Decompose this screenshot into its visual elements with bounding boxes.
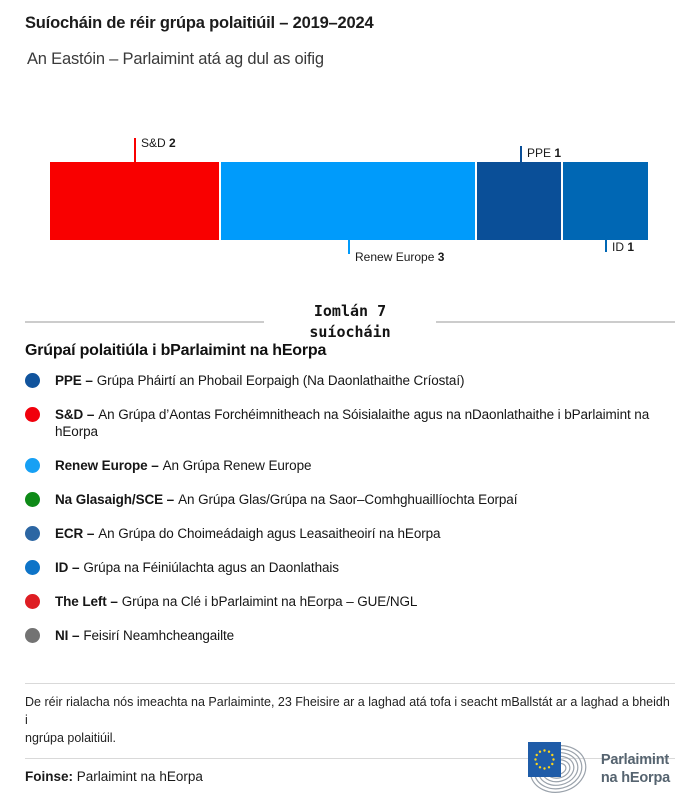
tick-mark-ppe: [520, 146, 522, 162]
legend-color-dot-na-glasaigh-sce: [25, 492, 40, 507]
footnote: De réir rialacha nós imeachta na Parlaim…: [25, 683, 675, 759]
legend-text-na-glasaigh-sce: Na Glasaigh/SCE – An Grúpa Glas/Grúpa na …: [55, 492, 518, 507]
bar-callout-renew-europe: Renew Europe 3: [348, 240, 444, 264]
legend-text-the-left: The Left – Grúpa na Clé i bParlaimint na …: [55, 594, 418, 609]
legend-text-id: ID – Grúpa na Féiniúlachta agus an Daonla…: [55, 560, 339, 575]
legend-color-dot-s-d: [25, 407, 40, 422]
page-title: Suíocháin de réir grúpa polaitiúil – 201…: [25, 14, 374, 32]
total-seats-label: Iomlán 7 suíocháin: [302, 301, 398, 343]
hemicycle-icon: [527, 742, 594, 796]
bar-callout-text-id: ID 1: [612, 240, 635, 254]
legend-text-ppe: PPE – Grúpa Pháirtí an Phobail Eorpaigh (…: [55, 373, 465, 388]
legend-row-the-left: The Left – Grúpa na Clé i bParlaimint na …: [25, 593, 673, 610]
footnote-line1: De réir rialacha nós imeachta na Parlaim…: [25, 695, 670, 727]
legend-row-ni: NI – Feisirí Neamhcheangailte: [25, 627, 673, 644]
source-line: Foinse: Parlaimint na hEorpa: [25, 769, 203, 784]
bar-callout-text-renew-europe: Renew Europe 3: [355, 250, 445, 264]
bar-segment-s-d: [50, 162, 220, 240]
bar-segment-ppe: [476, 162, 562, 240]
legend-color-dot-ni: [25, 628, 40, 643]
legend-row-na-glasaigh-sce: Na Glasaigh/SCE – An Grúpa Glas/Grúpa na …: [25, 491, 673, 508]
total-seats-line2: suíocháin: [309, 323, 391, 341]
legend-heading: Grúpaí polaitiúla i bParlaimint na hEorp…: [25, 342, 327, 359]
bar-segment-renew-europe: [221, 162, 475, 240]
logo-wordmark-line1: Parlaimint: [600, 752, 669, 768]
bar-callout-ppe: PPE 1: [520, 146, 561, 162]
legend-text-s-d: S&D – An Grúpa d’Aontas Forchéimnitheach …: [55, 407, 650, 439]
bar-callout-s-d: S&D 2: [134, 136, 176, 162]
logo-wordmark-line2: na hEorpa: [600, 770, 670, 786]
total-seats-line1: Iomlán 7: [313, 302, 387, 320]
european-parliament-logo: Parlaimint na hEorpa: [527, 742, 670, 796]
eu-flag-icon: [527, 742, 561, 777]
legend-color-dot-ecr: [25, 526, 40, 541]
page-subtitle: An Eastóin – Parlaimint atá ag dul as oi…: [27, 50, 324, 68]
legend-text-ecr: ECR – An Grúpa do Choimeádaigh agus Leasa…: [55, 526, 441, 541]
source-label: Foinse:: [25, 769, 74, 784]
legend-color-dot-renew-europe: [25, 458, 40, 473]
legend-color-dot-the-left: [25, 594, 40, 609]
legend-row-id: ID – Grúpa na Féiniúlachta agus an Daonla…: [25, 559, 673, 576]
legend-row-ecr: ECR – An Grúpa do Choimeádaigh agus Leasa…: [25, 525, 673, 542]
legend-color-dot-ppe: [25, 373, 40, 388]
seat-bar: [50, 162, 649, 240]
eu-stars: [534, 749, 555, 770]
divider-line-right: [436, 321, 675, 323]
bar-callout-text-ppe: PPE 1: [527, 146, 562, 160]
bar-callout-text-s-d: S&D 2: [141, 136, 176, 150]
legend-color-dot-id: [25, 560, 40, 575]
tick-mark-id: [605, 240, 607, 252]
seat-chart: S&D 2 Renew Europe 3 PPE 1 ID 1: [0, 0, 700, 280]
logo-wordmark: Parlaimint na hEorpa: [601, 751, 670, 787]
bar-callout-id: ID 1: [605, 240, 634, 254]
tick-mark-s-d: [134, 138, 136, 162]
legend-list: PPE – Grúpa Pháirtí an Phobail Eorpaigh (…: [25, 372, 673, 661]
legend-row-ppe: PPE – Grúpa Pháirtí an Phobail Eorpaigh (…: [25, 372, 673, 389]
legend-row-renew-europe: Renew Europe – An Grúpa Renew Europe: [25, 457, 673, 474]
legend-row-s-d: S&D – An Grúpa d’Aontas Forchéimnitheach …: [25, 406, 673, 440]
legend-text-renew-europe: Renew Europe – An Grúpa Renew Europe: [55, 458, 312, 473]
source-value: Parlaimint na hEorpa: [76, 769, 203, 784]
legend-text-ni: NI – Feisirí Neamhcheangailte: [55, 628, 235, 643]
bar-segment-id: [563, 162, 649, 240]
divider-line-left: [25, 321, 264, 323]
footnote-line2: ngrúpa polaitiúil.: [25, 731, 117, 745]
tick-mark-renew-europe: [348, 240, 350, 254]
total-seats-row: Iomlán 7 suíocháin: [25, 300, 675, 344]
